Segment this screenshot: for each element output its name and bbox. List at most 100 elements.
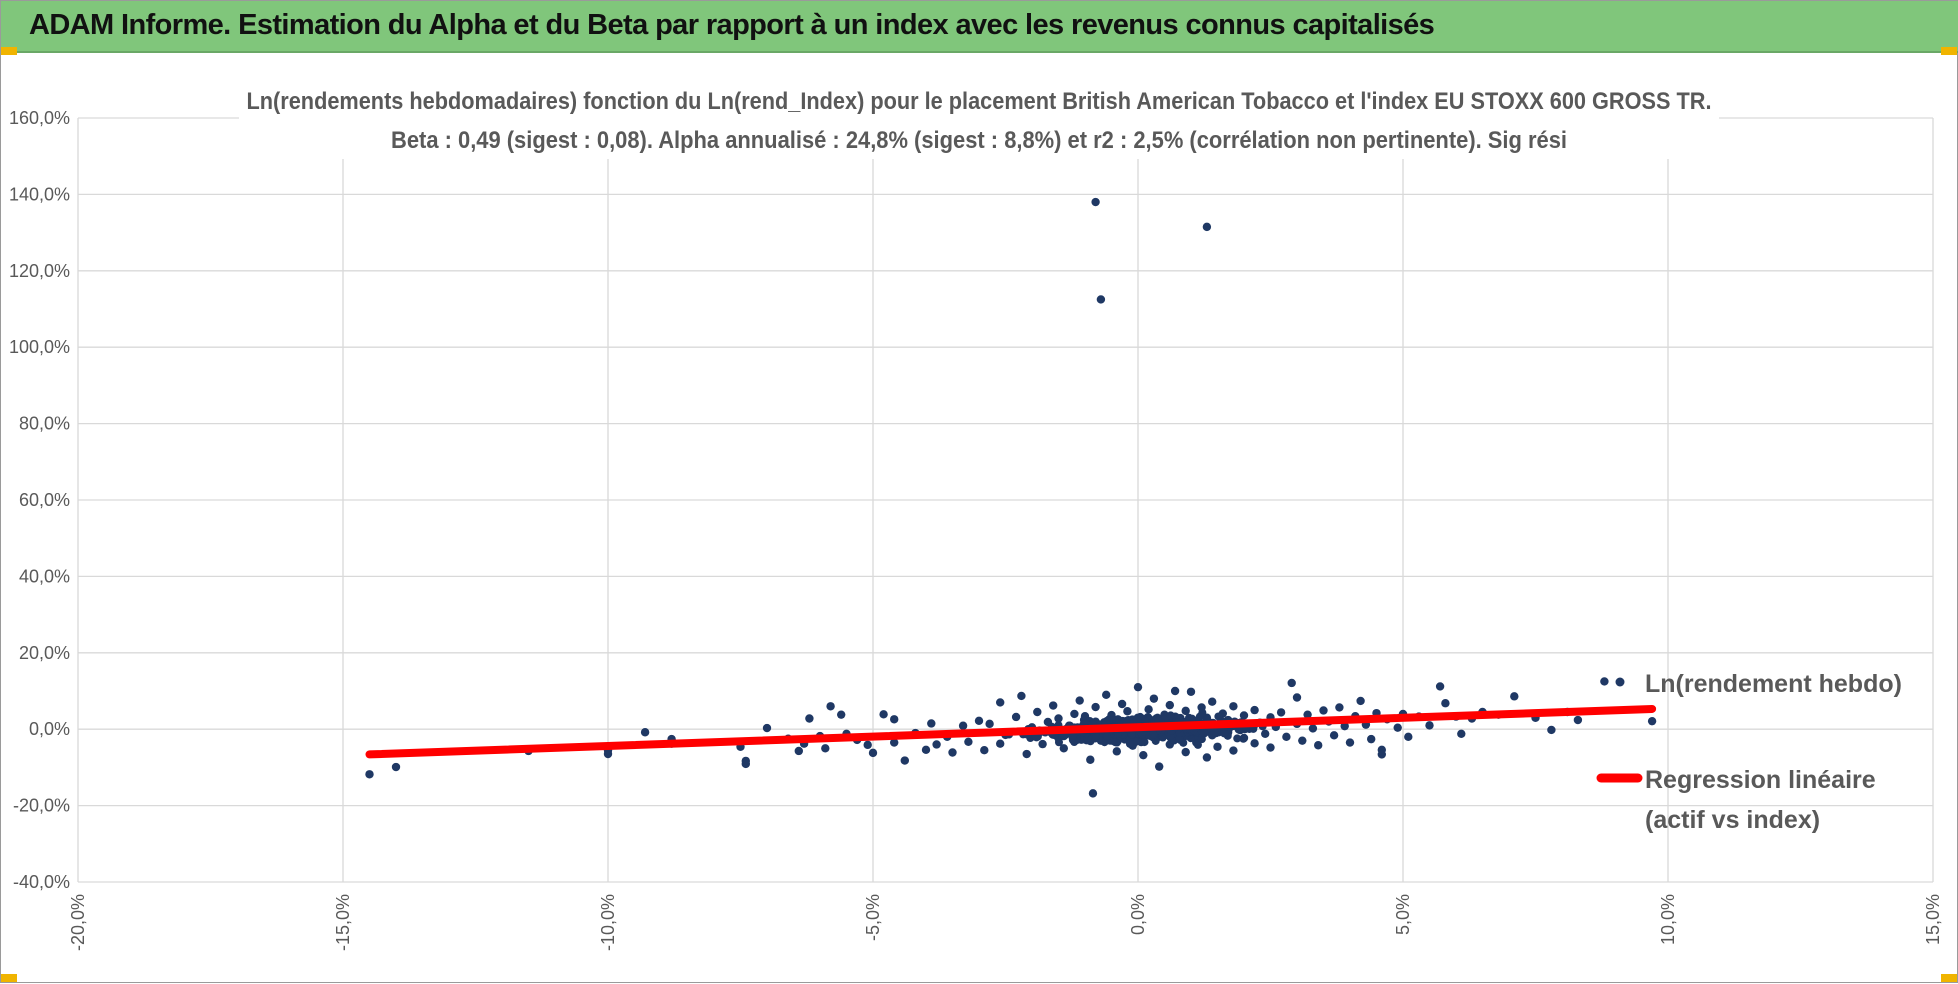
x-tick-label: 0,0% [1128,894,1148,935]
data-point [1213,742,1222,751]
data-point [1200,729,1209,738]
data-point [1292,693,1302,702]
data-point [821,744,830,753]
data-point [980,746,989,755]
x-tick-label: 10,0% [1658,894,1678,945]
y-tick-label: 120,0% [9,261,70,281]
data-point [927,719,936,728]
data-point [1335,703,1344,712]
data-point [1032,733,1041,742]
data-point [1233,734,1242,743]
data-point [1181,706,1190,716]
data-point [863,740,872,750]
data-point [1282,732,1291,742]
y-tick-label: -40,0% [13,872,70,892]
data-point [1229,702,1238,711]
data-point [1117,699,1127,709]
chart-title-line-2: Beta : 0,49 (sigest : 0,08). Alpha annua… [391,127,1567,154]
data-point [1011,712,1021,722]
y-tick-label: 60,0% [19,490,70,510]
data-point [1149,730,1158,739]
data-point [1103,732,1112,741]
data-point [1377,750,1387,759]
data-point [1033,707,1042,717]
data-point [1261,729,1270,738]
data-point [1140,738,1149,747]
data-point [805,714,814,723]
data-point [1393,723,1402,732]
data-point [1441,699,1450,708]
x-tick-label: -10,0% [598,894,618,951]
y-axis-ticks: -40,0% -20,0% 0,0% 20,0% 40,0% 60,0% 80,0% 100,… [9,108,70,892]
data-point [890,738,899,747]
data-point [1202,222,1212,232]
data-point [879,710,888,719]
chart-title-background [239,83,1719,159]
legend-point-marker [1615,677,1625,687]
legend-label-regression-2: (actif vs index) [1645,806,1820,834]
data-point [1123,707,1132,716]
data-point [762,723,772,733]
data-point [640,728,650,737]
regression-line-layer [365,704,1657,759]
data-point [1166,711,1175,720]
data-point [1070,709,1079,719]
data-point [1096,295,1106,304]
data-point [1112,747,1122,756]
data-point [1457,729,1466,738]
data-point [921,745,931,755]
data-point [1086,755,1095,764]
data-point [1250,739,1259,748]
data-point [1155,762,1164,771]
data-point [1239,711,1249,720]
data-point [837,710,846,719]
y-tick-label: 160,0% [9,108,70,128]
data-point [1102,690,1111,700]
data-point [1367,734,1376,744]
data-point [1425,721,1434,730]
data-point [1060,732,1069,741]
y-tick-label: 40,0% [19,566,70,586]
data-point [958,721,968,730]
data-point [996,698,1005,707]
y-tick-label: 80,0% [19,414,70,434]
corner-accent [1,47,17,55]
data-point [1139,750,1148,760]
data-point [1308,724,1318,733]
data-point [974,716,984,725]
data-point [1214,712,1223,721]
data-point [1075,696,1084,705]
data-point [1600,677,1609,686]
data-point [964,737,973,747]
data-point [1175,735,1184,744]
data-point [1088,789,1098,798]
data-point [985,719,994,729]
data-point [1198,708,1207,717]
data-point [1329,731,1339,740]
data-point [1647,716,1657,726]
data-point [1266,743,1275,752]
y-tick-label: 100,0% [9,337,70,357]
x-tick-label: -20,0% [68,894,88,951]
data-point [1573,715,1583,725]
data-point [1250,705,1259,715]
header-bar: ADAM Informe. Estimation du Alpha et du … [1,1,1958,53]
data-point [365,770,374,779]
data-point [1547,725,1556,735]
chart-title: Ln(rendements hebdomadaires) fonction du… [239,83,1719,159]
data-point [1239,734,1248,743]
data-point [391,762,401,772]
data-point [1202,753,1212,762]
data-point [1193,740,1202,749]
legend: Ln(rendement hebdo) Regression linéaire … [1596,670,1902,834]
data-points [365,197,1657,798]
legend-label-points: Ln(rendement hebdo) [1645,670,1902,698]
chart-title-line-1: Ln(rendements hebdomadaires) fonction du… [247,88,1712,115]
data-point [1091,197,1100,207]
data-point [1068,733,1077,742]
data-point [1287,678,1296,688]
data-point [1303,710,1312,719]
data-point [996,739,1005,748]
corner-accent [1941,47,1957,55]
